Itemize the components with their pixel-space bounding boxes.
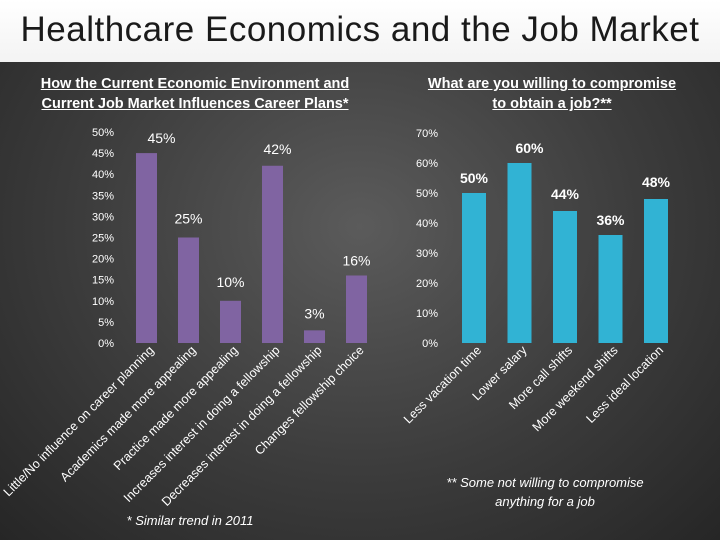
left-bar bbox=[304, 330, 325, 343]
left-ytick-label: 10% bbox=[92, 296, 114, 308]
left-ytick-label: 20% bbox=[92, 254, 114, 266]
right-chart-subtitle-line1: What are you willing to compromise bbox=[427, 76, 677, 92]
right-category-label: Less vacation time bbox=[401, 343, 484, 426]
left-footnote: * Similar trend in 2011 bbox=[126, 513, 254, 528]
left-bar bbox=[220, 300, 241, 343]
left-ytick-label: 45% bbox=[92, 148, 114, 160]
left-chart-subtitle: How the Current Economic Environment and… bbox=[15, 74, 375, 114]
right-bar bbox=[462, 193, 486, 343]
left-category-label: Decreases interest in doing a fellowship bbox=[159, 343, 325, 509]
right-ytick-label: 20% bbox=[416, 278, 438, 290]
right-ytick-label: 50% bbox=[416, 188, 438, 200]
left-ytick-label: 40% bbox=[92, 169, 114, 181]
right-ytick-label: 0% bbox=[422, 338, 438, 350]
left-ytick-label: 25% bbox=[92, 233, 114, 245]
left-bar bbox=[136, 153, 157, 343]
right-ytick-label: 10% bbox=[416, 308, 438, 320]
right-data-label: 44% bbox=[551, 186, 580, 202]
right-category-label: More weekend shifts bbox=[530, 343, 621, 434]
left-data-label: 45% bbox=[147, 130, 175, 146]
right-chart-subtitle: What are you willing to compromise to ob… bbox=[392, 74, 712, 114]
right-data-label: 36% bbox=[596, 212, 625, 228]
page-title: Healthcare Economics and the Job Market bbox=[20, 10, 700, 49]
right-footnote-line1: ** Some not willing to compromise bbox=[446, 475, 644, 490]
left-data-label: 25% bbox=[174, 211, 202, 227]
left-bar bbox=[262, 165, 283, 343]
left-chart-subtitle-line1: How the Current Economic Environment and bbox=[40, 76, 350, 92]
left-ytick-label: 35% bbox=[92, 190, 114, 202]
left-ytick-label: 15% bbox=[92, 275, 114, 287]
title-band bbox=[0, 0, 720, 62]
left-data-label: 3% bbox=[304, 305, 324, 321]
right-ytick-label: 70% bbox=[416, 128, 438, 140]
right-bar bbox=[507, 163, 532, 343]
left-category-label: Little/No influence on career planning bbox=[1, 343, 157, 499]
left-data-label: 16% bbox=[342, 252, 370, 268]
right-ytick-label: 60% bbox=[416, 158, 438, 170]
right-bar bbox=[553, 211, 577, 343]
right-bar bbox=[644, 199, 668, 343]
right-bar bbox=[598, 235, 623, 343]
left-bar bbox=[346, 275, 367, 343]
right-data-label: 50% bbox=[460, 170, 489, 186]
right-footnote: ** Some not willing to compromise anythi… bbox=[410, 473, 680, 511]
right-footnote-line2: anything for a job bbox=[495, 494, 595, 509]
left-data-label: 42% bbox=[263, 141, 291, 157]
left-ytick-label: 50% bbox=[92, 127, 114, 139]
right-chart-subtitle-line2: to obtain a job?** bbox=[492, 96, 612, 112]
left-category-label: Increases interest in doing a fellowship bbox=[121, 343, 283, 505]
right-data-label: 48% bbox=[642, 174, 671, 190]
right-data-label: 60% bbox=[515, 140, 544, 156]
left-chart-subtitle-line2: Current Job Market Influences Career Pla… bbox=[41, 96, 349, 112]
right-category-label: Less ideal location bbox=[583, 343, 666, 426]
left-ytick-label: 30% bbox=[92, 211, 114, 223]
right-ytick-label: 40% bbox=[416, 218, 438, 230]
left-ytick-label: 0% bbox=[98, 338, 114, 350]
right-ytick-label: 30% bbox=[416, 248, 438, 260]
left-bar bbox=[178, 237, 199, 343]
left-ytick-label: 5% bbox=[98, 317, 114, 329]
left-data-label: 10% bbox=[216, 274, 244, 290]
